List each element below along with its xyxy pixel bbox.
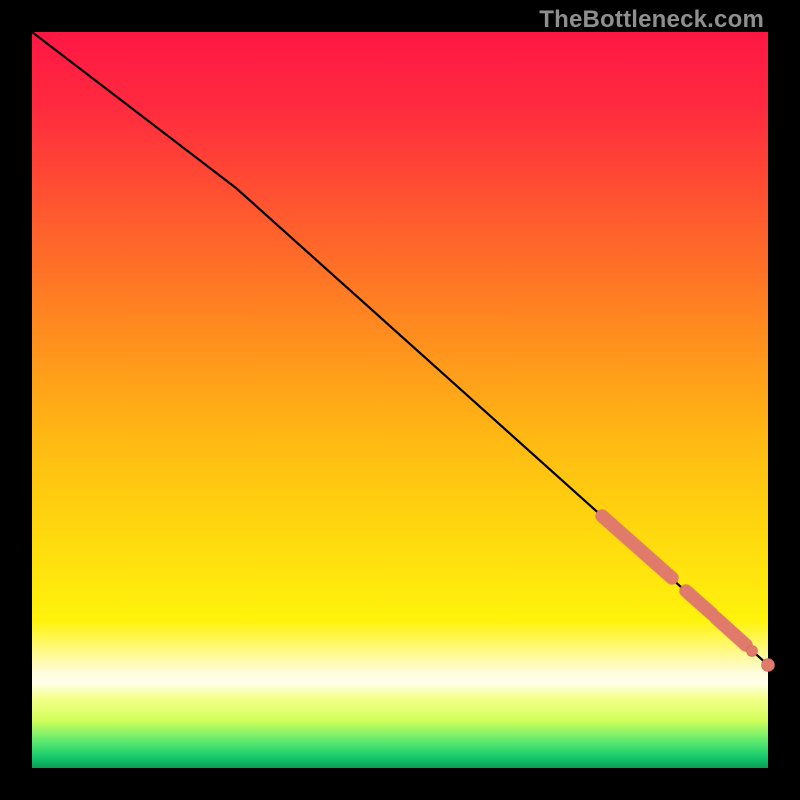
marker-segment (686, 591, 712, 614)
chart-canvas: TheBottleneck.com (0, 0, 800, 800)
marker-point (747, 646, 758, 657)
marker-point (762, 659, 775, 672)
chart-overlay (0, 0, 800, 800)
marker-segment (602, 516, 672, 578)
watermark-label: TheBottleneck.com (539, 6, 764, 34)
marker-layer (602, 516, 775, 672)
